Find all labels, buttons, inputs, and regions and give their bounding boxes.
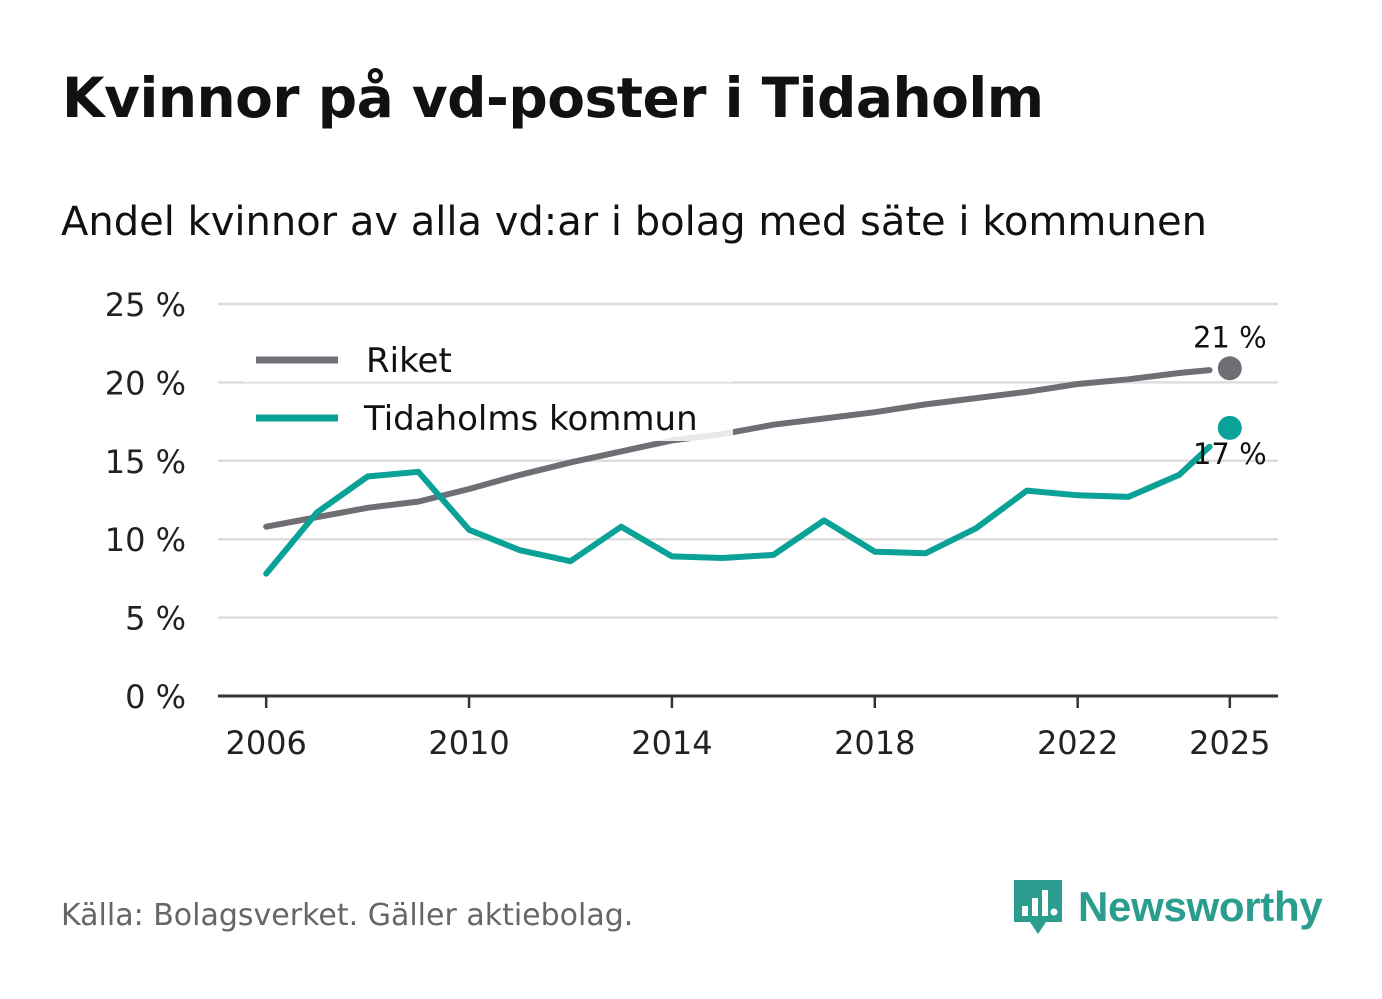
end-point-kommun [1217, 415, 1242, 440]
newsworthy-logo-icon [1014, 880, 1062, 934]
x-tick-label: 2022 [1037, 724, 1118, 762]
x-tick-label: 2018 [834, 724, 915, 762]
axis-layer: 0 % 5 % 10 % 15 % 20 % 25 % 2006 2010 2014 2018 20… [105, 286, 1278, 762]
legend-label-riket: Riket [366, 341, 452, 381]
end-label-riket: 21 % [1193, 320, 1267, 354]
y-tick-label: 10 % [105, 521, 186, 559]
y-tick-label: 20 % [105, 364, 186, 402]
chart-subtitle: Andel kvinnor av alla vd:ar i bolag med … [61, 199, 1207, 245]
series-segment-final [1176, 443, 1213, 478]
source-note: Källa: Bolagsverket. Gäller aktiebolag. [61, 898, 634, 933]
brand-name: Newsworthy [1078, 883, 1323, 930]
legend: Riket Tidaholms kommun [243, 330, 733, 441]
x-tick-label: 2025 [1189, 724, 1270, 762]
legend-label-kommun: Tidaholms kommun [363, 399, 698, 439]
end-label-kommun: 17 % [1193, 437, 1267, 471]
legend-backdrop [243, 330, 733, 382]
y-tick-label: 5 % [125, 600, 186, 638]
chart-title: Kvinnor på vd-poster i Tidaholm [62, 66, 1044, 130]
brand-logo[interactable]: Newsworthy [1010, 876, 1323, 938]
label-layer: 21 % 17 % [1193, 320, 1267, 471]
y-tick-label: 25 % [105, 286, 186, 324]
series-segment-final [1176, 367, 1213, 376]
x-tick-label: 2010 [428, 724, 509, 762]
series-line-kommun [263, 468, 1183, 577]
end-point-riket [1217, 356, 1242, 381]
x-tick-label: 2006 [225, 724, 306, 762]
y-tick-label: 15 % [105, 443, 186, 481]
x-tick-label: 2014 [631, 724, 712, 762]
y-tick-label: 0 % [125, 678, 186, 716]
